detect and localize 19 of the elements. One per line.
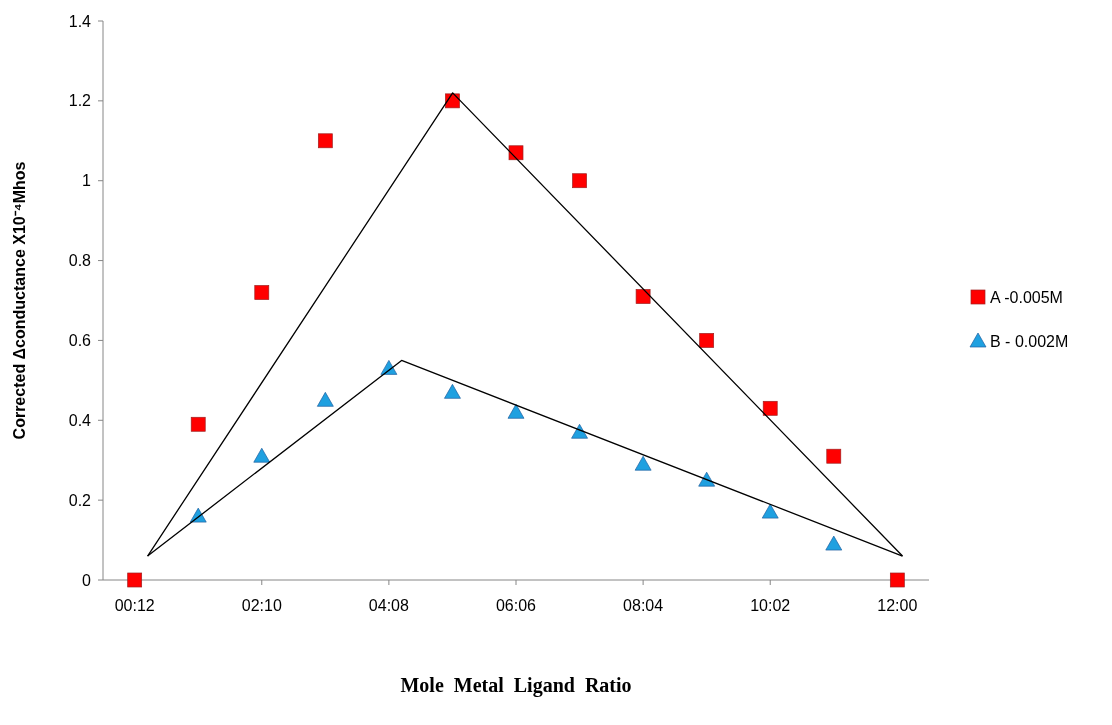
- y-tick-label: 0.6: [68, 332, 92, 350]
- x-tick-label: 04:08: [368, 597, 410, 614]
- y-tick-label: 0: [82, 571, 92, 589]
- y-tick-label: 1.4: [68, 12, 92, 30]
- x-tick-label: 10:02: [750, 597, 791, 614]
- x-axis-title: Mole Metal Ligand Ratio: [400, 674, 632, 697]
- y-tick-label: 0.8: [68, 252, 92, 270]
- legend-label: A -0.005M: [990, 288, 1063, 306]
- y-tick-label: 0.2: [68, 491, 92, 509]
- y-axis-title: Corrected Δconductance X10⁻⁴Mhos: [11, 161, 28, 440]
- x-tick-label: 12:00: [877, 597, 918, 614]
- x-tick-label: 06:06: [495, 597, 537, 614]
- legend-label: B - 0.002M: [990, 332, 1069, 350]
- y-tick-label: 1: [82, 172, 92, 190]
- y-tick-label: 1.2: [68, 92, 92, 110]
- x-tick-label: 08:04: [623, 597, 664, 614]
- x-tick-label: 02:10: [241, 597, 282, 614]
- x-tick-label: 00:12: [114, 597, 155, 614]
- y-tick-label: 0.4: [68, 411, 92, 429]
